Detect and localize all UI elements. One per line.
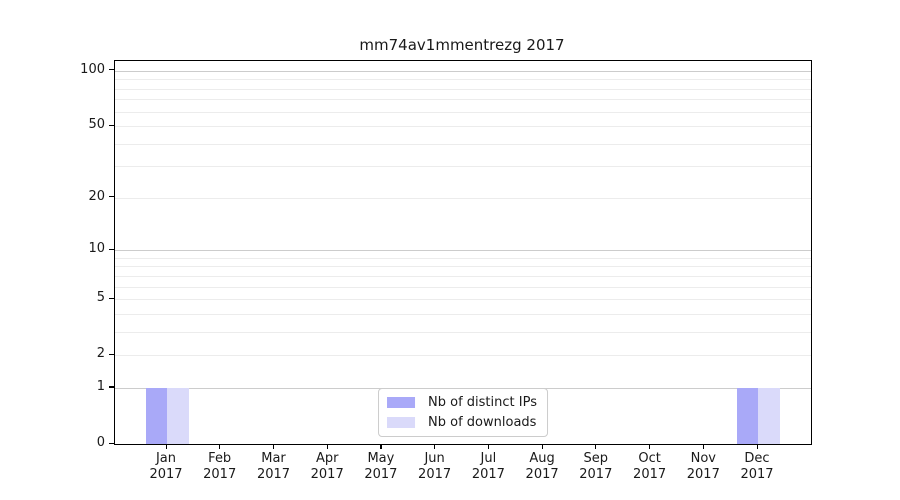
y-tick-mark [109,248,114,250]
y-tick-label: 50 [88,117,105,132]
x-tick-label: Nov 2017 [686,451,720,482]
gridline-minor [115,111,811,113]
x-tick-label: Jul 2017 [471,451,505,482]
bar-distinct-ips-dec [736,387,758,444]
x-tick-label: Mar 2017 [256,451,291,482]
legend-label-downloads: Nb of downloads [428,415,537,430]
x-tick-label: Jun 2017 [418,451,452,482]
y-tick-label: 1 [96,378,105,394]
y-tick-mark [109,69,114,71]
x-tick-label: Oct 2017 [633,451,667,482]
gridline-minor [115,79,811,81]
gridline-minor [115,286,811,288]
legend: Nb of distinct IPs Nb of downloads [378,388,548,437]
bar-downloads-jan [167,387,189,444]
legend-row-distinct-ips: Nb of distinct IPs [387,395,537,410]
gridline-minor [115,197,811,199]
legend-swatch-distinct-ips [387,397,416,408]
y-tick-label: 100 [80,61,105,77]
x-tick-mark [434,444,436,449]
y-tick-mark [109,386,114,388]
x-tick-label: Jan 2017 [149,451,183,482]
y-tick-label: 10 [88,241,105,257]
x-tick-mark [702,444,704,449]
x-tick-label: Feb 2017 [203,451,237,482]
chart-title: mm74av1mmentrezg 2017 [359,36,565,54]
x-tick-mark [487,444,490,449]
y-tick-mark [109,353,114,355]
bar-downloads-dec [758,387,780,444]
x-tick-mark [649,444,651,449]
gridline-minor [115,88,811,90]
gridline-minor [115,313,811,315]
x-tick-label: Sep 2017 [579,451,613,482]
y-tick-label: 5 [96,290,105,306]
gridline-minor [115,331,811,333]
legend-row-downloads: Nb of downloads [387,415,537,430]
legend-swatch-downloads [387,417,416,428]
y-tick-label: 2 [96,346,105,362]
y-tick-mark [109,196,114,198]
gridline-major [115,250,811,252]
y-tick-label: 20 [88,188,105,204]
gridline-minor [115,257,811,259]
gridline-minor [115,126,811,127]
x-tick-mark [326,444,328,449]
bar-distinct-ips-jan [145,387,167,444]
x-tick-mark [541,444,543,449]
y-tick-label: 0 [96,435,105,450]
y-tick-mark [109,297,114,299]
legend-label-distinct-ips: Nb of distinct IPs [428,395,537,410]
x-tick-mark [219,444,221,449]
x-tick-label: Dec 2017 [740,451,774,482]
x-tick-mark [380,444,382,449]
gridline-minor [115,299,811,301]
y-tick-mark [109,124,114,126]
x-tick-mark [595,444,597,449]
gridline-minor [115,143,811,145]
x-tick-label: Apr 2017 [310,451,344,482]
x-tick-mark [273,444,275,449]
gridline-minor [115,266,811,268]
gridline-minor [115,275,811,277]
gridline-minor [115,355,811,357]
gridline-major [115,70,811,72]
gridline-minor [115,166,811,168]
x-tick-mark [165,444,167,449]
x-tick-label: Aug 2017 [525,451,559,482]
plot-area: Nb of distinct IPs Nb of downloads [114,60,812,445]
x-tick-mark [756,444,758,449]
y-tick-mark [109,442,114,444]
x-tick-label: May 2017 [364,451,398,482]
gridline-minor [115,99,811,101]
